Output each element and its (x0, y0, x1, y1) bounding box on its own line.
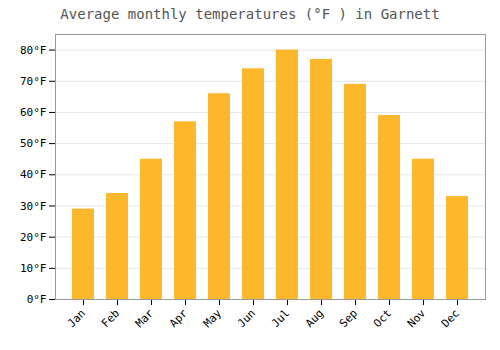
svg-text:10°F: 10°F (20, 262, 47, 275)
svg-text:Jul: Jul (269, 307, 292, 330)
svg-text:Sep: Sep (337, 307, 360, 330)
svg-text:Nov: Nov (405, 306, 429, 330)
svg-text:Oct: Oct (371, 307, 394, 330)
svg-text:50°F: 50°F (20, 137, 47, 150)
svg-text:20°F: 20°F (20, 231, 47, 244)
svg-text:Jan: Jan (65, 307, 88, 330)
svg-text:Dec: Dec (439, 307, 462, 330)
svg-text:Mar: Mar (133, 306, 157, 330)
svg-text:Jun: Jun (235, 307, 258, 330)
svg-text:May: May (201, 306, 225, 330)
svg-text:Feb: Feb (99, 307, 122, 330)
svg-text:Apr: Apr (167, 306, 191, 330)
svg-text:40°F: 40°F (20, 168, 47, 181)
svg-text:Aug: Aug (303, 307, 326, 330)
svg-text:80°F: 80°F (20, 44, 47, 57)
svg-text:0°F: 0°F (27, 293, 47, 306)
svg-text:60°F: 60°F (20, 106, 47, 119)
svg-text:30°F: 30°F (20, 199, 47, 212)
svg-text:70°F: 70°F (20, 75, 47, 88)
html-text:Average monthly temperatures (: Average monthly temperatures (°F ) in Ga… (60, 6, 440, 22)
